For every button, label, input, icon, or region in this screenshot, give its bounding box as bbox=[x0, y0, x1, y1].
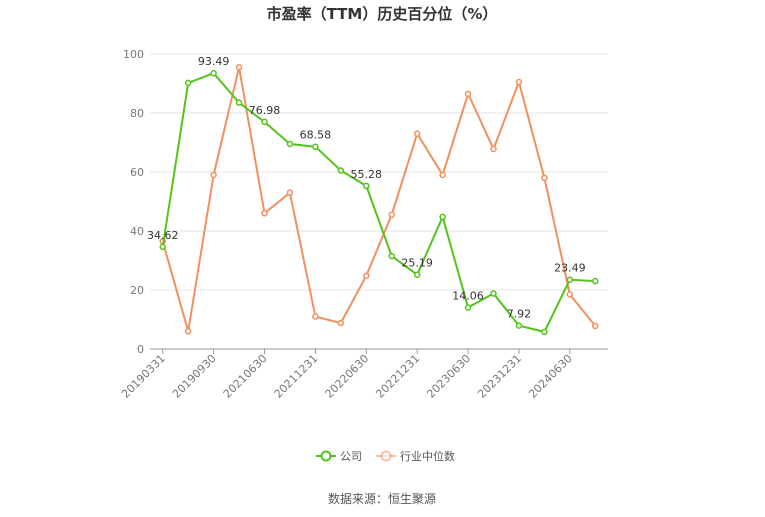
data-label: 93.49 bbox=[198, 55, 230, 68]
series-line bbox=[161, 66, 597, 333]
data-point bbox=[210, 69, 217, 77]
x-axis: 20190331 20190930 20210630 20211231 20220630… bbox=[119, 348, 608, 401]
data-point bbox=[541, 328, 548, 336]
data-point bbox=[286, 140, 294, 148]
data-point bbox=[592, 277, 599, 285]
y-tick-label: 40 bbox=[130, 225, 144, 238]
legend-label: 公司 bbox=[340, 450, 362, 463]
data-point bbox=[337, 319, 345, 327]
data-point bbox=[159, 243, 166, 251]
data-label: 34.62 bbox=[147, 229, 179, 242]
data-point bbox=[388, 211, 395, 219]
data-label: 76.98 bbox=[249, 104, 281, 117]
data-label: 68.58 bbox=[300, 129, 332, 142]
x-tick-label: 20190930 bbox=[170, 352, 219, 401]
data-point bbox=[566, 291, 574, 298]
legend-swatch-marker bbox=[380, 450, 392, 462]
data-point bbox=[413, 130, 421, 137]
data-point bbox=[515, 78, 523, 86]
series-layer bbox=[159, 64, 599, 336]
data-point bbox=[566, 276, 574, 283]
data-point bbox=[592, 322, 599, 330]
data-point bbox=[363, 272, 370, 280]
legend-swatch-marker bbox=[320, 450, 332, 462]
x-tick-label: 20230630 bbox=[424, 352, 473, 401]
y-tick-label: 80 bbox=[130, 107, 144, 120]
data-point bbox=[363, 182, 370, 190]
data-point bbox=[439, 213, 446, 221]
data-point bbox=[184, 79, 192, 87]
data-point bbox=[464, 90, 472, 98]
x-tick-label: 20231231 bbox=[475, 352, 524, 401]
y-axis: 0 20 40 60 80 100 bbox=[123, 48, 144, 356]
y-tick-label: 60 bbox=[130, 166, 144, 179]
data-point bbox=[286, 189, 294, 196]
data-point bbox=[210, 171, 217, 179]
y-tick-label: 0 bbox=[137, 343, 144, 356]
data-point bbox=[464, 304, 472, 311]
data-point bbox=[312, 313, 319, 320]
chart-title: 市盈率（TTM）历史百分位（%） bbox=[267, 5, 498, 23]
data-label: 23.49 bbox=[554, 262, 586, 275]
series-line bbox=[161, 72, 596, 333]
data-labels: 34.62 93.49 76.98 68.58 55.28 25.19 14.06 7.92 2… bbox=[147, 55, 586, 320]
data-point bbox=[515, 322, 523, 329]
data-label: 55.28 bbox=[351, 168, 383, 181]
data-point bbox=[413, 271, 421, 278]
grid-lines bbox=[150, 53, 608, 291]
legend-label: 行业中位数 bbox=[400, 449, 455, 463]
data-point bbox=[388, 252, 395, 260]
y-tick-label: 20 bbox=[130, 284, 144, 297]
data-label: 7.92 bbox=[507, 308, 532, 321]
data-point bbox=[261, 118, 268, 126]
series-group bbox=[159, 64, 599, 335]
x-tick-label: 20210630 bbox=[221, 352, 270, 401]
data-point bbox=[235, 99, 243, 106]
legend-item: 行业中位数 bbox=[376, 449, 455, 463]
data-label: 25.19 bbox=[401, 257, 433, 270]
data-label: 14.06 bbox=[452, 290, 484, 303]
data-point bbox=[490, 145, 497, 153]
x-tick-label: 20190331 bbox=[119, 352, 168, 401]
legend: 公司 行业中位数 bbox=[316, 449, 455, 463]
series-group bbox=[159, 69, 599, 336]
x-tick-label: 20220630 bbox=[323, 352, 372, 401]
data-point bbox=[337, 167, 345, 174]
data-point bbox=[184, 328, 192, 335]
x-tick-label: 20211231 bbox=[272, 352, 321, 401]
legend-item: 公司 bbox=[316, 450, 362, 463]
data-point bbox=[439, 171, 446, 179]
data-point bbox=[312, 143, 319, 150]
data-point bbox=[235, 64, 243, 71]
data-point bbox=[490, 290, 497, 297]
x-tick-label: 20240630 bbox=[526, 352, 575, 401]
x-tick-label: 20221231 bbox=[373, 352, 422, 401]
data-point bbox=[261, 210, 268, 217]
source-note: 数据来源：恒生聚源 bbox=[328, 491, 436, 506]
data-point bbox=[541, 174, 548, 182]
y-tick-label: 100 bbox=[123, 48, 144, 61]
